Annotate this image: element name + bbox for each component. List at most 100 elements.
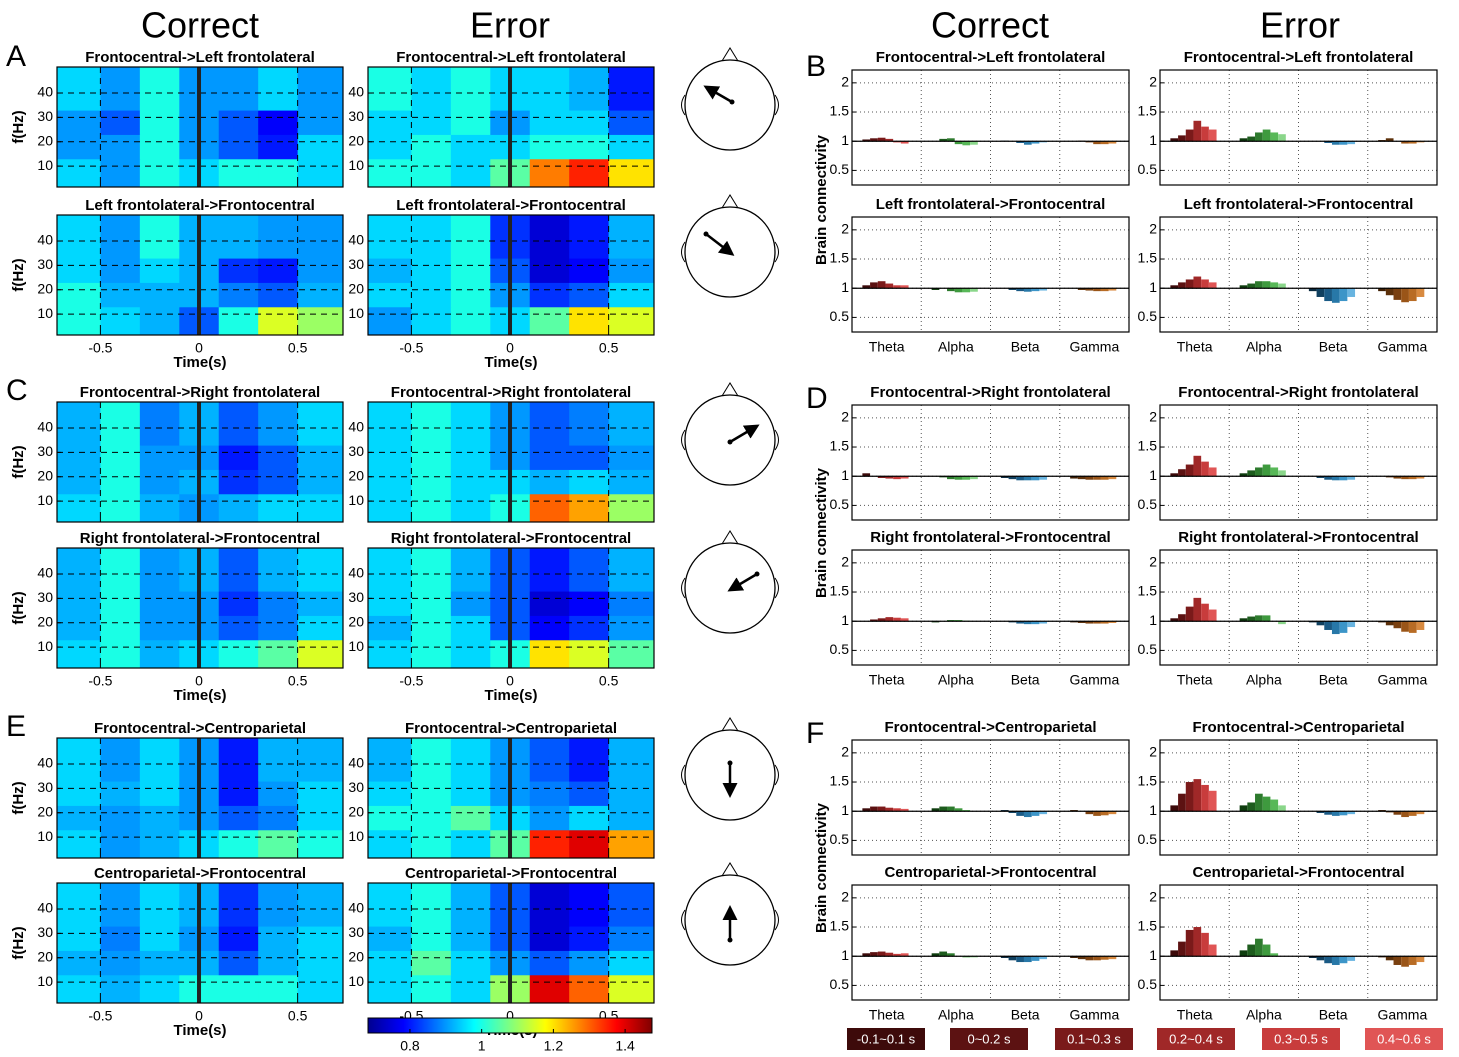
- heat-cell: [219, 640, 259, 669]
- y-axis-label: Brain connectivity: [813, 134, 830, 265]
- heat-cell: [100, 591, 140, 616]
- bar: [1186, 130, 1194, 142]
- bar: [1401, 288, 1409, 302]
- y-tick-label: 0.5: [830, 308, 850, 324]
- y-tick-label: 20: [37, 948, 53, 964]
- bar: [1209, 130, 1217, 142]
- y-tick-label: 1.5: [1138, 918, 1158, 934]
- heat-cell: [100, 110, 140, 135]
- heat-cell: [140, 110, 180, 135]
- y-tick-label: 30: [348, 589, 364, 605]
- heat-cell: [298, 258, 344, 283]
- heat-cell: [100, 307, 140, 336]
- y-tick-label: 1: [1149, 947, 1157, 963]
- heat-cell: [100, 469, 140, 494]
- head: [685, 543, 775, 633]
- heat-cell: [368, 159, 412, 188]
- heat-cell: [57, 883, 101, 927]
- heat-cell: [368, 67, 412, 111]
- bar: [1024, 956, 1032, 962]
- heat-cell: [569, 215, 609, 259]
- y-tick-label: 0.5: [1138, 976, 1158, 992]
- heat-cell: [258, 134, 298, 159]
- heat-cell: [298, 445, 344, 470]
- heat-cell: [530, 307, 570, 336]
- bar: [1086, 956, 1094, 960]
- bar: [1240, 805, 1248, 811]
- heat-cell: [100, 159, 140, 188]
- heat-cell: [530, 883, 570, 927]
- bar: [1247, 137, 1255, 142]
- heat-cell: [298, 282, 344, 307]
- y-tick-label: 30: [37, 589, 53, 605]
- bar: [1263, 797, 1271, 812]
- heat-cell: [298, 640, 344, 669]
- heat-cell: [57, 134, 101, 159]
- heat-cell: [140, 781, 180, 806]
- y-tick-label: 10: [37, 305, 53, 321]
- bar: [1263, 465, 1271, 477]
- heat-cell: [57, 926, 101, 951]
- heat-cell: [140, 282, 180, 307]
- x-tick-label: 0.5: [599, 673, 619, 689]
- heat-cell: [609, 883, 655, 927]
- y-tick-label: 10: [348, 492, 364, 508]
- heat-cell: [258, 445, 298, 470]
- heat-cell: [411, 830, 451, 859]
- y-tick-label: 40: [37, 232, 53, 248]
- heat-cell: [219, 67, 259, 111]
- bar: [1340, 288, 1348, 301]
- heat-cell: [609, 975, 655, 1004]
- heat-cell: [57, 591, 101, 616]
- y-tick-label: 40: [37, 900, 53, 916]
- heat-cell: [368, 805, 412, 830]
- y-tick-label: 10: [348, 157, 364, 173]
- y-tick-label: 1.5: [1138, 438, 1158, 454]
- x-tick-label: Gamma: [1069, 672, 1119, 688]
- heat-cell: [530, 67, 570, 111]
- heat-cell: [569, 738, 609, 782]
- panel-title: Centroparietal->Frontocentral: [884, 864, 1096, 881]
- y-tick-label: 1.5: [830, 918, 850, 934]
- heat-cell: [609, 67, 655, 111]
- bar: [962, 141, 970, 145]
- heat-cell: [100, 67, 140, 111]
- panel-title: Centroparietal->Frontocentral: [405, 865, 617, 882]
- heat-cell: [451, 67, 491, 111]
- x-tick-label: -0.5: [399, 340, 423, 356]
- bar: [1201, 785, 1209, 811]
- heat-cell: [100, 950, 140, 975]
- heat-cell: [569, 110, 609, 135]
- bar: [1263, 615, 1271, 621]
- y-tick-label: 0.5: [830, 641, 850, 657]
- heat-cell: [411, 402, 451, 446]
- heat-cell: [298, 548, 344, 592]
- heat-cell: [609, 640, 655, 669]
- y-tick-label: 1.5: [830, 103, 850, 119]
- y-tick-label: 0.5: [1138, 831, 1158, 847]
- y-tick-label: 20: [37, 803, 53, 819]
- heat-cell: [609, 738, 655, 782]
- heat-cell: [298, 615, 344, 640]
- y-tick-label: 1: [1149, 612, 1157, 628]
- x-tick-label: Alpha: [938, 672, 974, 688]
- heat-cell: [298, 975, 344, 1004]
- bar: [1278, 470, 1286, 476]
- heat-cell: [219, 110, 259, 135]
- heat-cell: [411, 805, 451, 830]
- heat-cell: [219, 307, 259, 336]
- electrode: [704, 232, 709, 237]
- colorbar-tick-label: 1.2: [544, 1038, 564, 1054]
- heat-cell: [609, 805, 655, 830]
- panel-title: Centroparietal->Frontocentral: [1192, 864, 1404, 881]
- bar: [1270, 800, 1278, 812]
- bar: [1178, 282, 1186, 288]
- column-header: Correct: [931, 5, 1049, 46]
- column-header: Error: [470, 5, 550, 46]
- heat-cell: [451, 215, 491, 259]
- legend-label: 0.2~0.4 s: [1169, 1031, 1223, 1046]
- heat-cell: [530, 591, 570, 616]
- bar: [1209, 467, 1217, 476]
- bar: [1324, 956, 1332, 963]
- x-axis-label: Time(s): [173, 687, 226, 704]
